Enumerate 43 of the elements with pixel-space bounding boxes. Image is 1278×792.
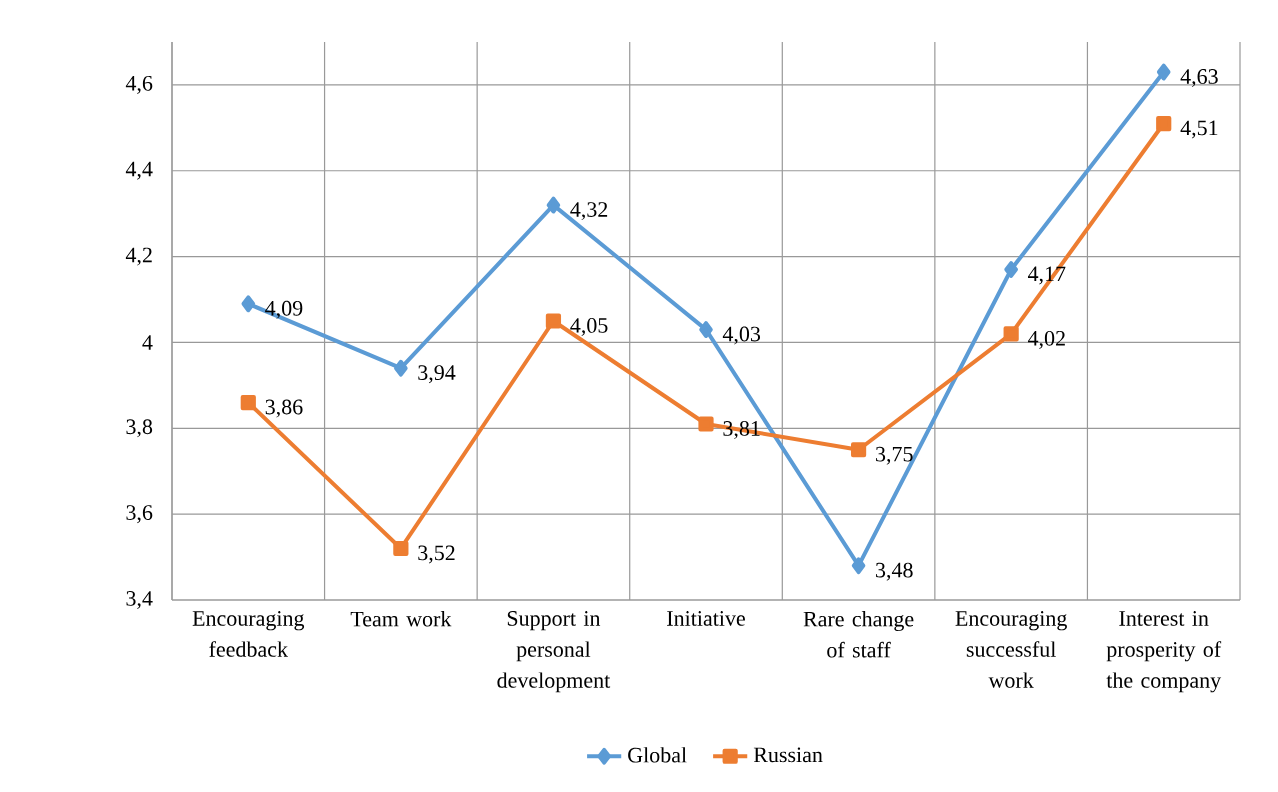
x-tick-label: Rare change of staff xyxy=(803,611,914,658)
data-label: 4,51 xyxy=(1180,120,1218,139)
x-tick-label: Interest in prosperity of the company xyxy=(1106,611,1222,693)
y-tick-label: 3,4 xyxy=(126,591,153,609)
point xyxy=(851,557,866,575)
x-tick-label: Encouraging feedback xyxy=(192,611,305,657)
point xyxy=(241,295,256,313)
data-label: 4,09 xyxy=(265,300,303,319)
point xyxy=(1156,63,1171,81)
data-label: 3,81 xyxy=(723,421,760,440)
y-tick-label: 4 xyxy=(142,335,153,350)
data-label: 4,02 xyxy=(1027,330,1065,349)
y-tick-label: 3,8 xyxy=(126,419,153,438)
data-label: 4,05 xyxy=(570,318,608,337)
data-label: 4,32 xyxy=(570,202,608,221)
legend-label: Russian xyxy=(753,747,823,763)
point xyxy=(393,540,409,557)
point xyxy=(1156,115,1172,132)
x-tick-label: Team work xyxy=(350,611,452,627)
data-label: 3,52 xyxy=(418,545,455,564)
point xyxy=(545,313,562,329)
data-label: 3,86 xyxy=(265,399,303,418)
point xyxy=(1003,326,1019,342)
x-tick-label: Support in personal development xyxy=(497,611,611,693)
point xyxy=(240,394,256,411)
point xyxy=(850,442,867,458)
y-tick-label: 4,4 xyxy=(125,161,153,180)
point xyxy=(1004,261,1018,278)
data-label: 4,63 xyxy=(1180,69,1218,88)
point xyxy=(394,359,408,377)
legend-label: Global xyxy=(628,747,687,763)
data-label: 3,75 xyxy=(876,446,913,465)
point xyxy=(546,196,561,214)
point xyxy=(698,416,714,432)
y-tick-label: 4,2 xyxy=(125,247,152,266)
y-tick-label: 3,6 xyxy=(126,505,153,524)
y-tick-label: 4,6 xyxy=(125,75,153,94)
x-tick-label: Encouraging successful work xyxy=(955,611,1067,688)
data-label: 4,03 xyxy=(722,326,761,345)
data-label: 3,94 xyxy=(418,365,456,384)
x-tick-label: Initiative xyxy=(667,611,745,626)
data-label: 3,48 xyxy=(876,562,913,581)
point xyxy=(699,321,713,338)
